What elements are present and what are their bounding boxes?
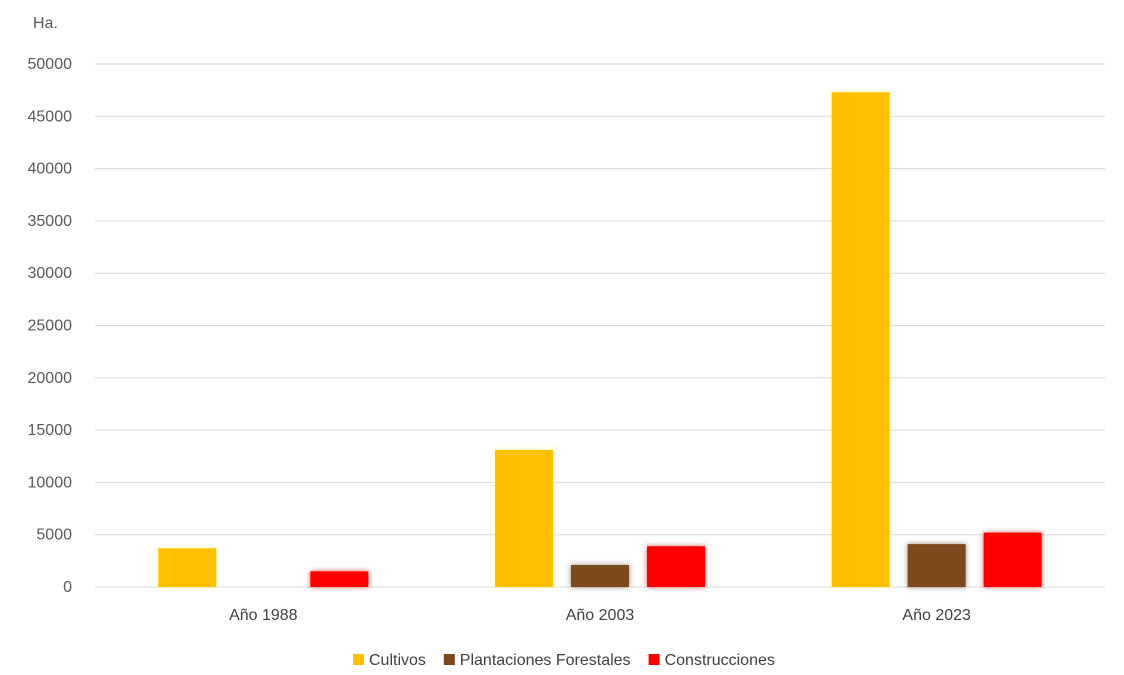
bar [571, 565, 629, 587]
bar [158, 548, 217, 587]
legend-item: Plantaciones Forestales [443, 652, 631, 669]
y-tick-label: 5000 [36, 527, 72, 544]
bar [983, 532, 1042, 587]
legend-label: Construcciones [665, 652, 775, 669]
y-tick-label: 45000 [28, 108, 73, 125]
x-category-label: Año 2023 [902, 607, 971, 624]
legend-label: Plantaciones Forestales [460, 652, 631, 669]
y-axis-ticks: 0 5000 10000 15000 20000 25000 30000 35000 40000… [28, 56, 73, 596]
x-axis-categories: Año 1988 Año 2003 Año 2023 [229, 607, 971, 624]
legend-item: Construcciones [648, 652, 775, 669]
y-tick-label: 20000 [28, 370, 73, 387]
bar [907, 544, 966, 587]
legend-item: Cultivos [353, 652, 426, 669]
y-tick-label: 35000 [28, 213, 73, 230]
x-category-label: Año 1988 [229, 607, 298, 624]
y-axis-unit-label: Ha. [33, 15, 58, 32]
legend-swatch [353, 654, 364, 665]
legend-swatch [443, 654, 455, 665]
y-tick-label: 0 [63, 579, 72, 596]
bar [495, 449, 553, 587]
legend-label: Cultivos [369, 652, 426, 669]
bars [158, 92, 1042, 587]
y-tick-label: 10000 [28, 474, 73, 491]
bar [310, 571, 369, 587]
y-tick-label: 50000 [28, 56, 73, 73]
y-tick-label: 30000 [28, 265, 73, 282]
bar [831, 92, 890, 587]
gridlines [95, 63, 1105, 588]
y-tick-label: 15000 [28, 422, 73, 439]
legend-swatch [648, 654, 660, 665]
y-tick-label: 25000 [28, 318, 73, 335]
x-category-label: Año 2003 [566, 607, 635, 624]
legend: Cultivos Plantaciones Forestales Construcc… [353, 652, 775, 669]
bar [647, 546, 705, 587]
y-tick-label: 40000 [28, 161, 73, 178]
